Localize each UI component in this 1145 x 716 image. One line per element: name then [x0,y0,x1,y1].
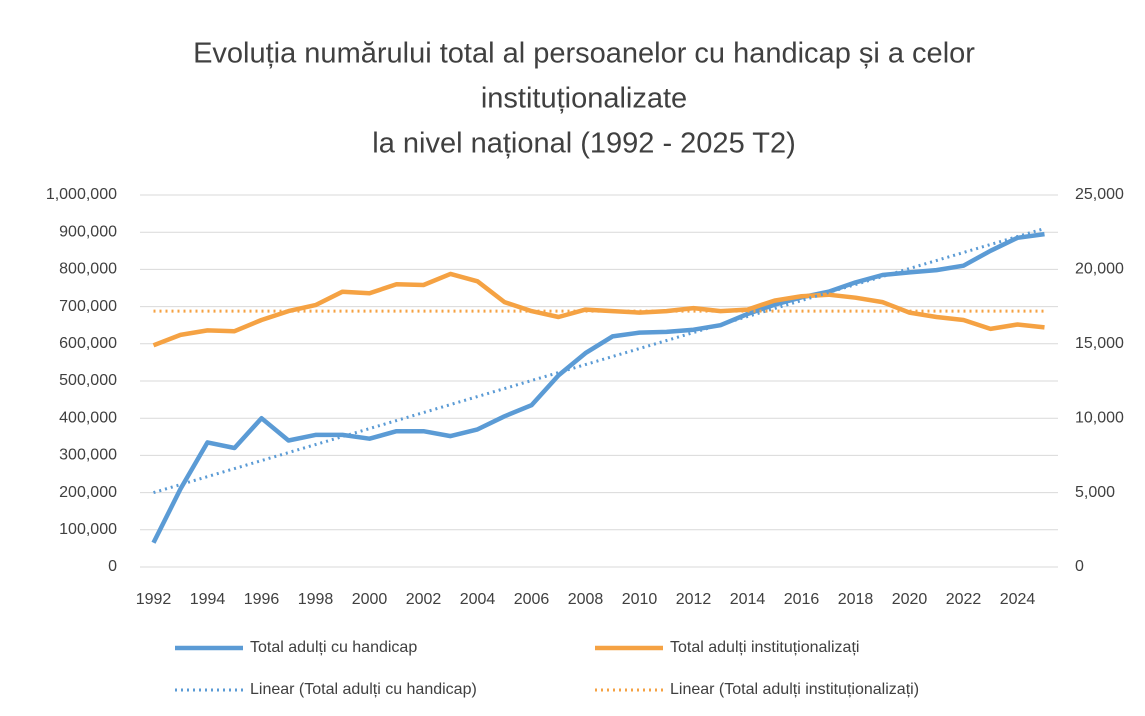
y-tick-label: 300,000 [59,447,117,464]
chart-title: instituționalizate [481,83,687,115]
x-tick-label: 1992 [136,591,172,608]
y-tick-label: 900,000 [59,223,117,240]
x-tick-label: 2004 [460,591,496,608]
x-tick-label: 2012 [676,591,712,608]
y2-tick-label: 25,000 [1075,186,1124,203]
y-tick-label: 600,000 [59,335,117,352]
y-tick-label: 400,000 [59,409,117,426]
y-tick-label: 1,000,000 [46,186,117,203]
legend-label: Linear (Total adulți cu handicap) [250,681,477,698]
x-tick-label: 1996 [244,591,280,608]
x-tick-label: 1998 [298,591,334,608]
x-tick-label: 2020 [892,591,928,608]
y2-tick-label: 20,000 [1075,261,1124,278]
legend-label: Total adulți cu handicap [250,639,417,656]
legend-label: Total adulți instituționalizați [670,639,859,656]
x-tick-label: 2002 [406,591,442,608]
y2-tick-label: 0 [1075,558,1084,575]
x-tick-label: 2006 [514,591,550,608]
y-tick-label: 100,000 [59,521,117,538]
x-tick-label: 2018 [838,591,874,608]
legend-label: Linear (Total adulți instituționalizați) [670,681,919,698]
x-tick-label: 2022 [946,591,982,608]
x-tick-label: 2000 [352,591,388,608]
chart-title: Evoluția numărului total al persoanelor … [193,38,975,70]
trend-line [153,227,1045,495]
y-tick-label: 0 [108,558,117,575]
y-tick-label: 800,000 [59,261,117,278]
y2-tick-label: 10,000 [1075,409,1124,426]
x-tick-label: 2008 [568,591,604,608]
y2-tick-label: 5,000 [1075,484,1115,501]
y-tick-label: 500,000 [59,372,117,389]
y-tick-label: 700,000 [59,298,117,315]
x-tick-label: 1994 [190,591,226,608]
x-tick-label: 2014 [730,591,766,608]
y-tick-label: 200,000 [59,484,117,501]
x-tick-label: 2016 [784,591,820,608]
chart-title: la nivel național (1992 - 2025 T2) [372,128,795,160]
x-tick-label: 2024 [1000,591,1036,608]
y2-tick-label: 15,000 [1075,335,1124,352]
x-tick-label: 2010 [622,591,658,608]
